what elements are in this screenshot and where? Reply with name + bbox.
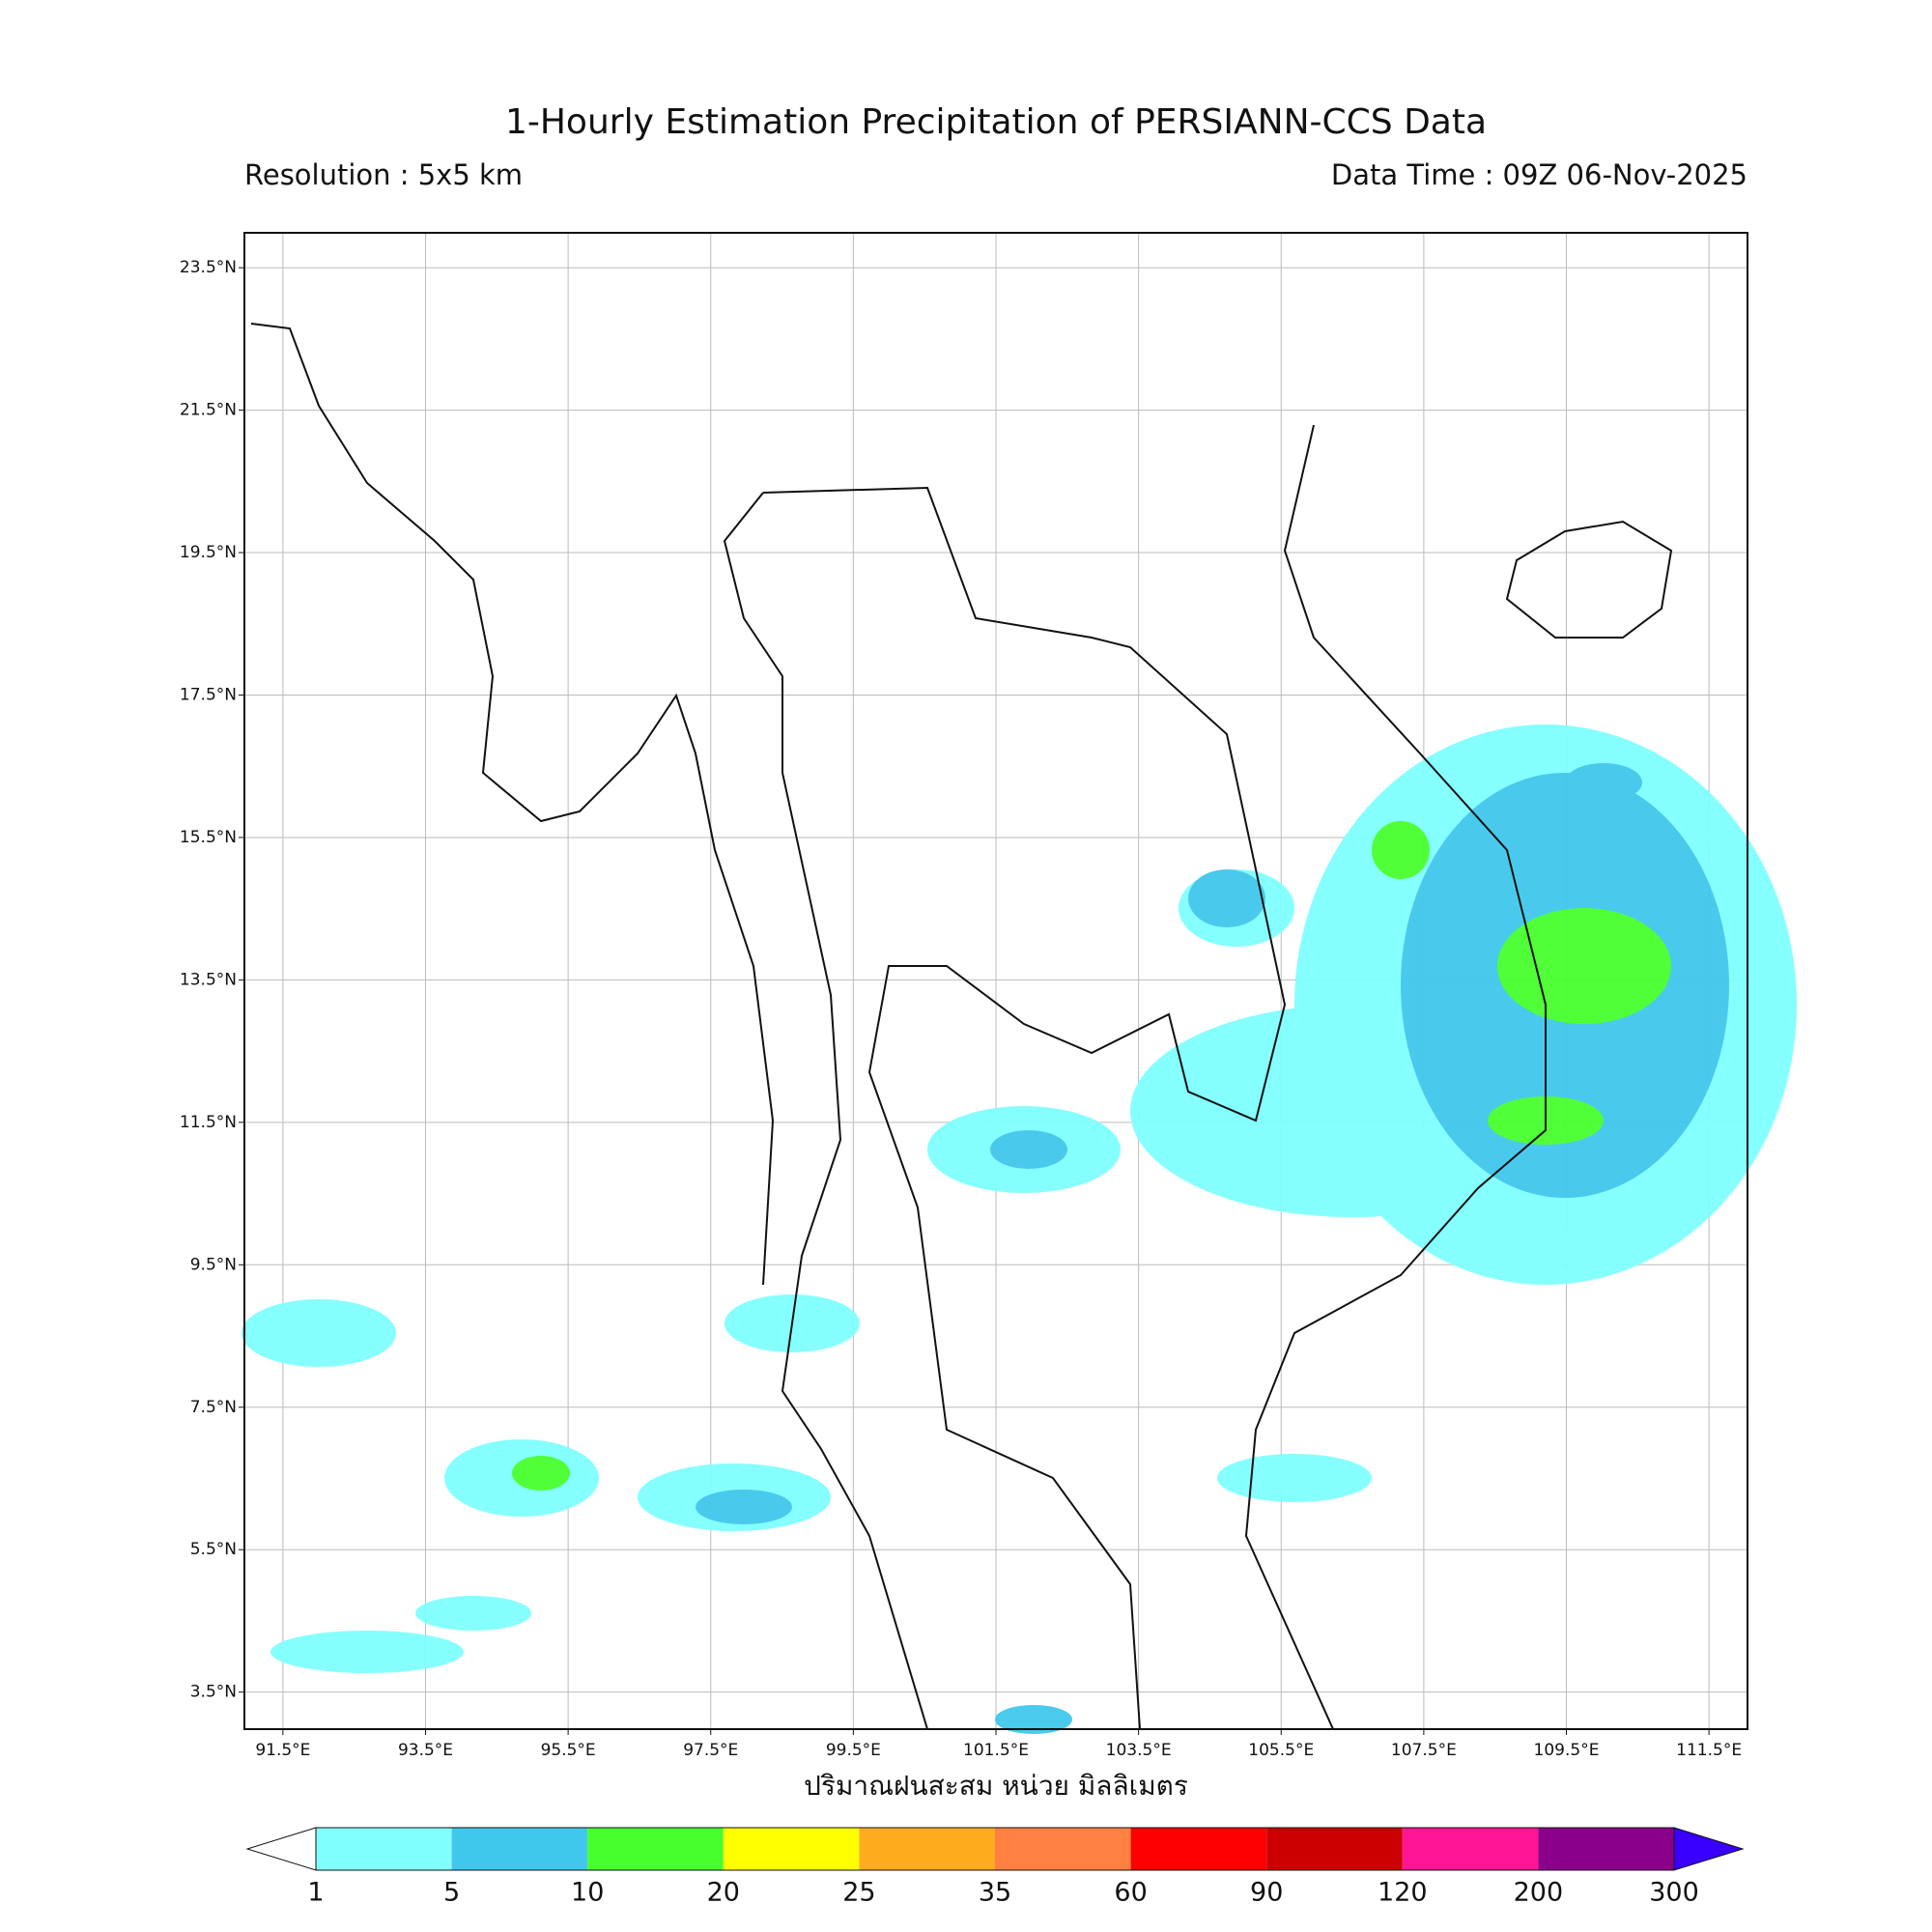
colorbar-tick-label: 90 xyxy=(1250,1878,1283,1908)
y-tick-label: 19.5°N xyxy=(180,543,237,562)
y-tick-label: 3.5°N xyxy=(190,1683,237,1702)
y-tick-label: 21.5°N xyxy=(180,401,237,420)
ticks: 91.5°E 93.5°E 95.5°E 97.5°E 99.5°E 101.5°E 103… xyxy=(180,258,1742,1760)
colorbar-under xyxy=(245,1827,317,1871)
colorbar-frame xyxy=(315,1827,1675,1871)
colorbar-tick-label: 300 xyxy=(1649,1878,1699,1908)
x-tick-label: 99.5°E xyxy=(826,1741,881,1760)
colorbar-tick-label: 60 xyxy=(1114,1878,1147,1908)
x-tick-label: 95.5°E xyxy=(541,1741,596,1760)
colorbar-box xyxy=(859,1828,995,1870)
colorbar-box xyxy=(1538,1828,1674,1870)
x-tick-label: 93.5°E xyxy=(398,1741,453,1760)
y-tick-label: 7.5°N xyxy=(190,1398,237,1417)
x-tick-label: 97.5°E xyxy=(683,1741,738,1760)
x-tick-label: 101.5°E xyxy=(963,1741,1029,1760)
colorbar-tick-label: 20 xyxy=(707,1878,740,1908)
y-tick-label: 11.5°N xyxy=(180,1113,237,1132)
x-tick-label: 111.5°E xyxy=(1676,1741,1742,1760)
colorbar-box xyxy=(587,1828,724,1870)
colorbar-box xyxy=(451,1828,588,1870)
colorbar-tick-label: 200 xyxy=(1514,1878,1564,1908)
x-tick-label: 103.5°E xyxy=(1106,1741,1172,1760)
colorbar-box xyxy=(1266,1828,1403,1870)
x-tick-label: 107.5°E xyxy=(1391,1741,1457,1760)
y-tick-label: 13.5°N xyxy=(180,970,237,989)
colorbar: 1 5 10 20 25 35 60 90 120 200 300 xyxy=(245,1827,1745,1908)
colorbar-box xyxy=(723,1828,860,1870)
colorbar-label: ปริมาณฝนสะสม หน่วย มิลลิเมตร xyxy=(804,1770,1188,1802)
y-tick-label: 17.5°N xyxy=(180,685,237,704)
x-tick-label: 109.5°E xyxy=(1534,1741,1600,1760)
colorbar-tick-label: 10 xyxy=(571,1878,604,1908)
colorbar-box xyxy=(1130,1828,1267,1870)
colorbar-tick-label: 120 xyxy=(1378,1878,1428,1908)
colorbar-box xyxy=(995,1828,1131,1870)
colorbar-tick-label: 1 xyxy=(307,1878,324,1908)
colorbar-tick-label: 25 xyxy=(842,1878,875,1908)
y-tick-label: 23.5°N xyxy=(180,258,237,277)
y-tick-label: 5.5°N xyxy=(190,1540,237,1559)
y-tick-label: 15.5°N xyxy=(180,828,237,847)
x-tick-label: 105.5°E xyxy=(1248,1741,1314,1760)
title: 1-Hourly Estimation Precipitation of PER… xyxy=(505,102,1487,142)
colorbar-box xyxy=(1402,1828,1539,1870)
coastlines xyxy=(250,323,1673,1730)
resolution: Resolution : 5x5 km xyxy=(244,158,523,191)
colorbar-tick-label: 5 xyxy=(443,1878,460,1908)
colorbar-box xyxy=(316,1828,452,1870)
x-tick-label: 91.5°E xyxy=(255,1741,310,1760)
colorbar-tick-label: 35 xyxy=(979,1878,1011,1908)
data-time: Data Time : 09Z 06-Nov-2025 xyxy=(1331,158,1747,191)
precipitation xyxy=(242,724,1797,1734)
colorbar-over xyxy=(1673,1827,1745,1871)
y-tick-label: 9.5°N xyxy=(190,1255,237,1274)
